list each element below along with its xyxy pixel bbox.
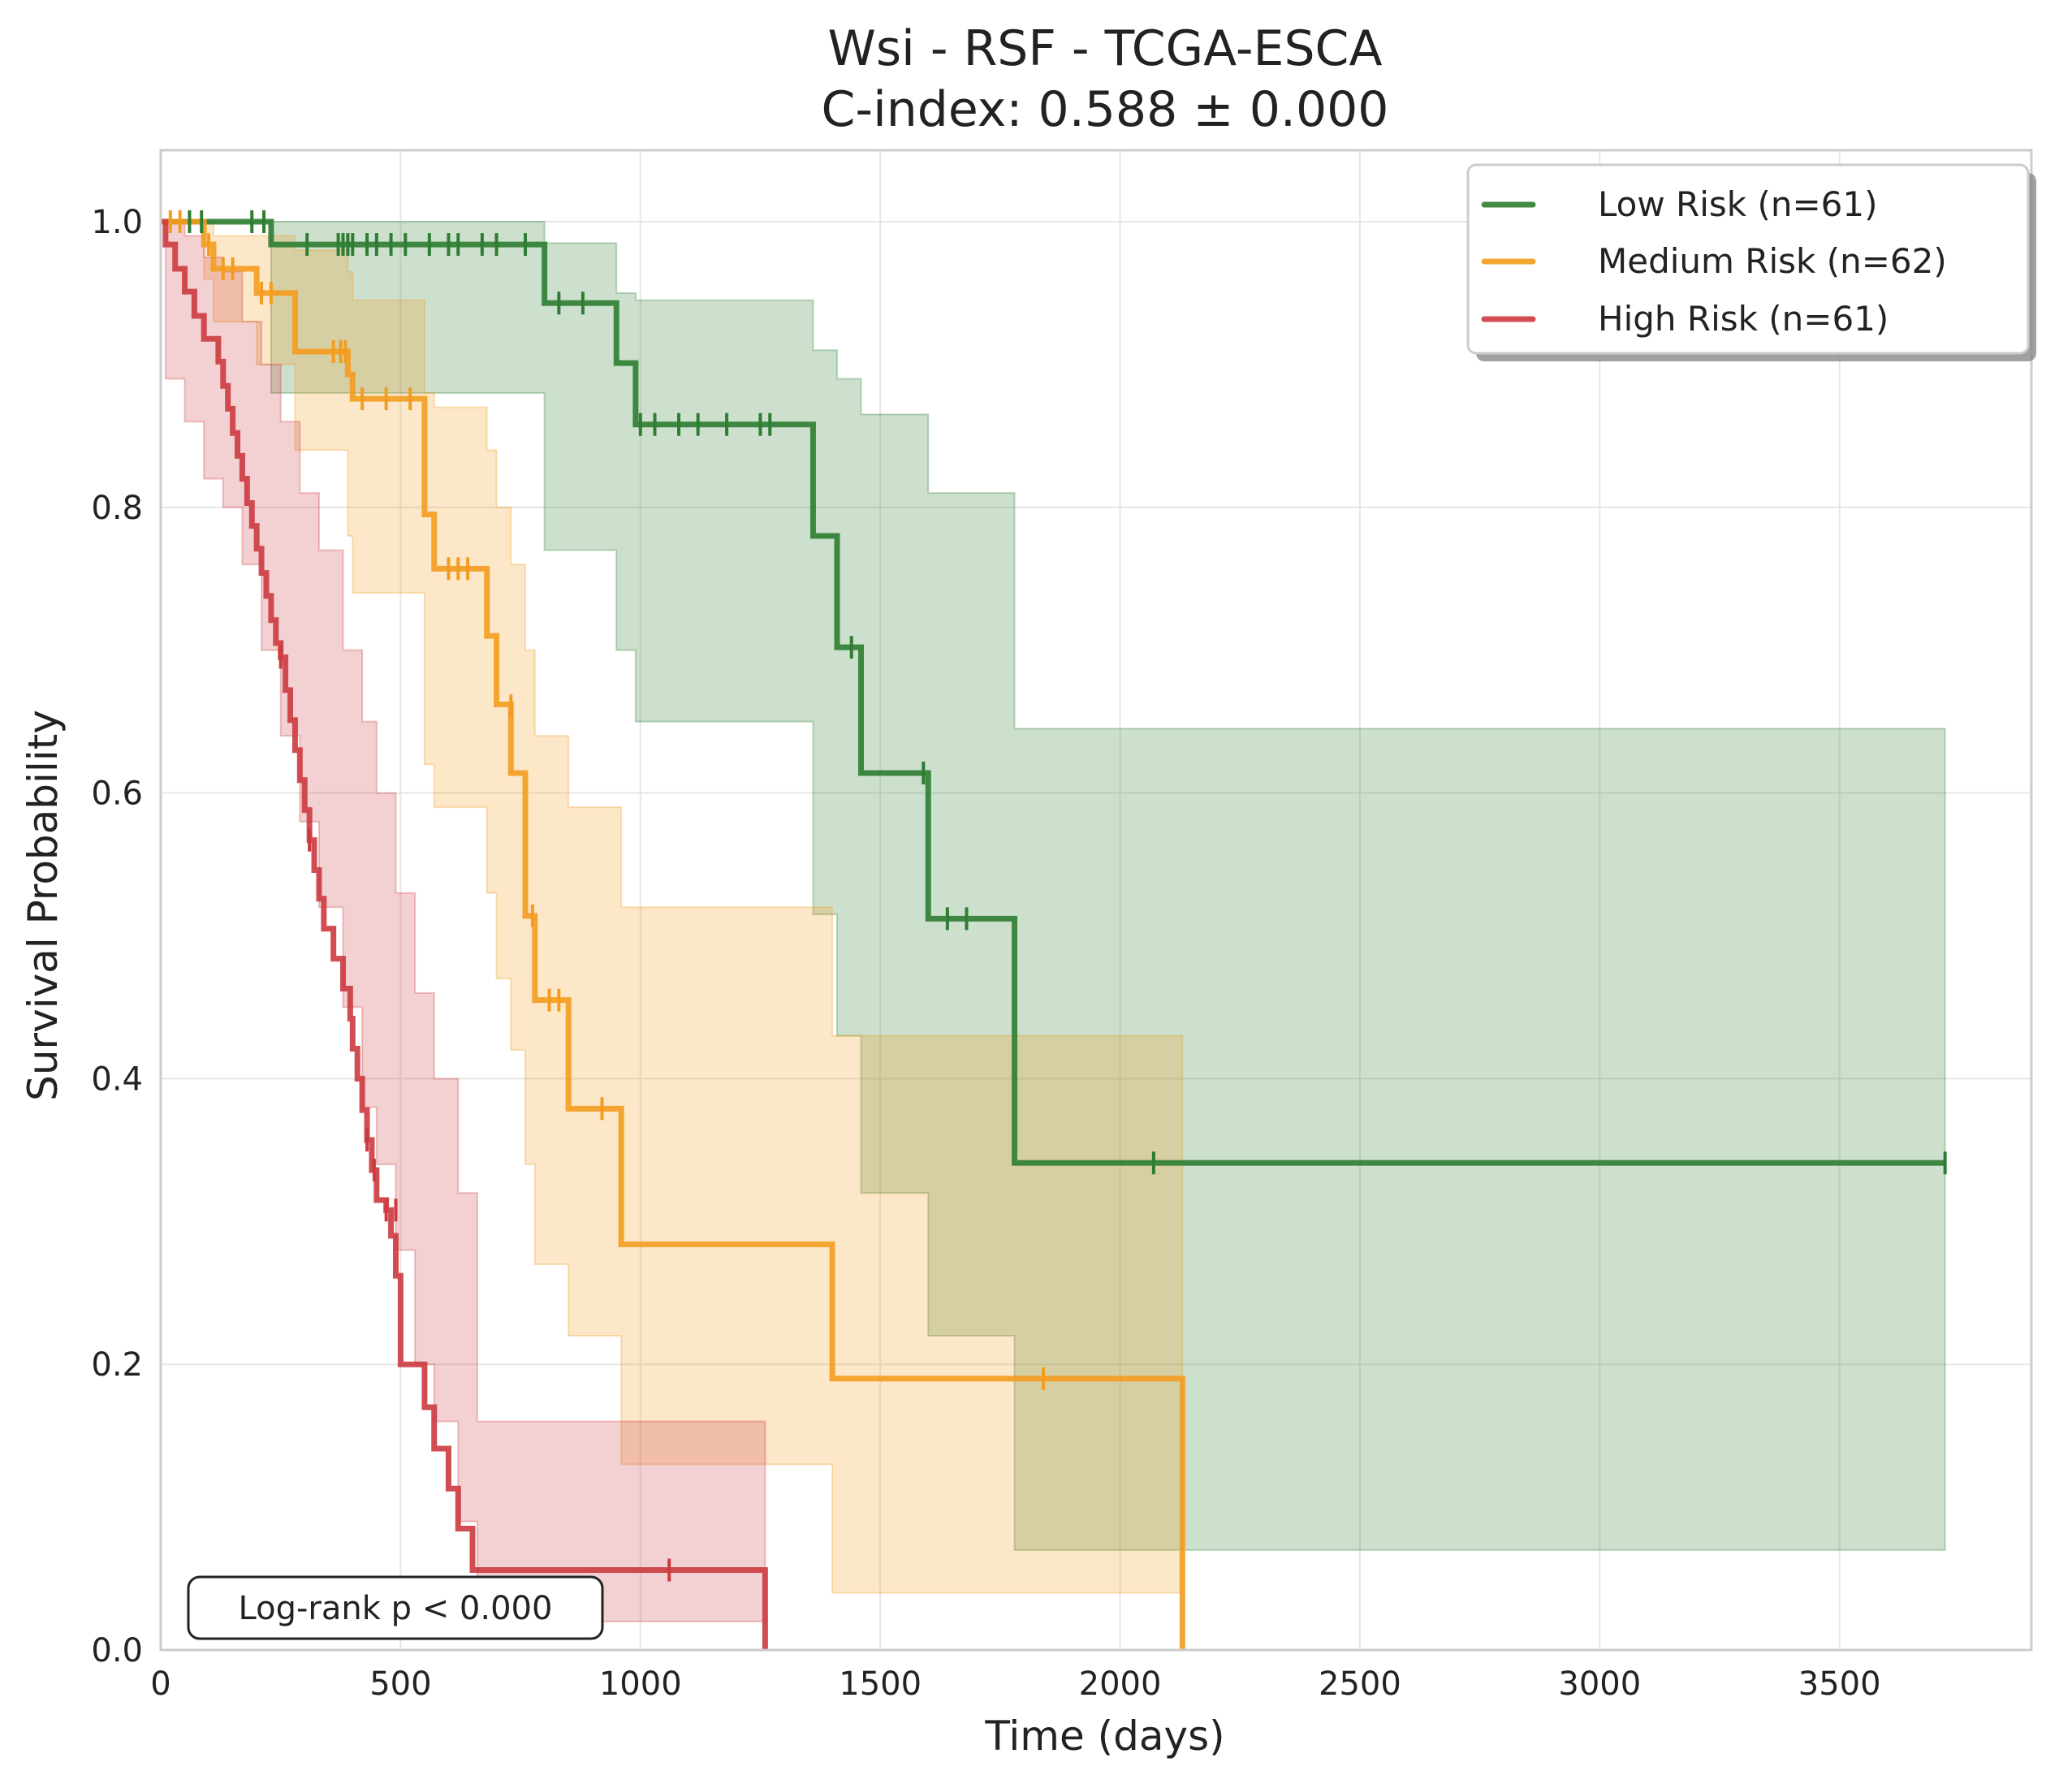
x-axis-label: Time (days) (984, 1713, 1224, 1760)
y-tick-label: 0.4 (91, 1060, 143, 1098)
x-tick-label: 500 (369, 1665, 431, 1703)
legend-label-low-risk: Low Risk (n=61) (1598, 184, 1878, 224)
y-axis-label: Survival Probability (19, 710, 67, 1101)
chart-subtitle: C-index: 0.588 ± 0.000 (822, 81, 1389, 138)
confidence-bands (161, 220, 1946, 1622)
curve-high-risk (161, 218, 768, 1650)
y-tick-label: 0.2 (91, 1346, 143, 1384)
censor-marks (168, 210, 1947, 1582)
y-tick-label: 0.0 (91, 1632, 143, 1670)
survival-curves (161, 218, 1945, 1650)
ci-band-medium-risk (161, 220, 1184, 1594)
x-tick-label: 1000 (599, 1665, 682, 1703)
ci-band-low-risk (161, 220, 1946, 1551)
plot-frame (159, 149, 2033, 1652)
x-tick-label: 0 (150, 1665, 171, 1703)
annotation-text: Log-rank p < 0.000 (239, 1590, 553, 1627)
x-tick-label: 3000 (1558, 1665, 1641, 1703)
x-tick-label: 3500 (1798, 1665, 1881, 1703)
annotation-box (187, 1575, 604, 1640)
y-tick-label: 0.8 (91, 490, 143, 527)
x-tick-label: 1500 (839, 1665, 922, 1703)
legend-label-medium-risk: Medium Risk (n=62) (1598, 241, 1947, 281)
y-tick-label: 0.6 (91, 775, 143, 813)
tick-labels: 0 500 1000 1500 2000 2500 3000 3500 0.0 0.2 0.4 0.6… (91, 204, 1880, 1703)
legend: Low Risk (n=61) Medium Risk (n=62) High … (1466, 163, 2036, 361)
logrank-annotation: Log-rank p < 0.000 (187, 1575, 604, 1640)
curve-low-risk (161, 218, 1945, 1166)
x-tick-label: 2500 (1319, 1665, 1401, 1703)
chart-title: Wsi - RSF - TCGA-ESCA (828, 20, 1383, 77)
legend-box (1466, 163, 2030, 355)
legend-label-high-risk: High Risk (n=61) (1598, 299, 1889, 339)
x-tick-label: 2000 (1079, 1665, 1162, 1703)
y-tick-label: 1.0 (91, 204, 143, 241)
curve-medium-risk (161, 218, 1185, 1650)
